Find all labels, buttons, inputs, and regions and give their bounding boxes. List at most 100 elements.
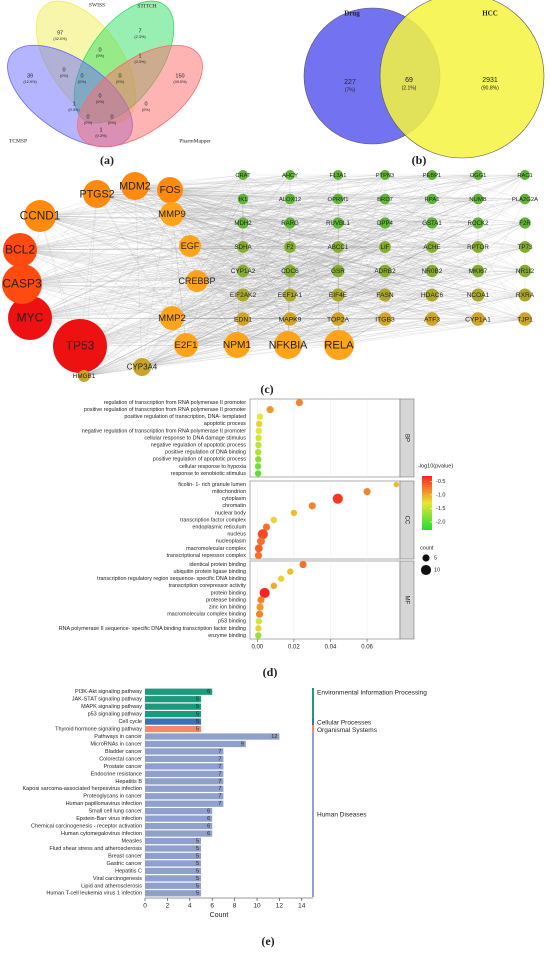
bar (145, 740, 246, 748)
value-label: 6 (207, 809, 210, 815)
edge (29, 280, 198, 319)
node-label: MMP2 (158, 313, 186, 324)
edge (29, 246, 291, 319)
value-label: 7 (218, 801, 221, 807)
group-label: Human Diseases (317, 812, 367, 819)
edge (337, 270, 479, 320)
bubble (393, 481, 400, 488)
node (237, 193, 249, 205)
edge (171, 213, 187, 346)
edge (431, 174, 526, 200)
edge (29, 270, 526, 319)
edge (134, 185, 526, 296)
y-tick-label: apoptotic process (204, 421, 247, 427)
edge (29, 198, 433, 319)
node-label: RELA (324, 339, 354, 351)
edge (141, 270, 244, 368)
edge (134, 185, 526, 248)
edge (236, 270, 433, 346)
edge (29, 246, 339, 319)
edge (169, 189, 433, 272)
size-legend-label: 5 (434, 555, 437, 561)
edge (338, 222, 433, 346)
node (121, 172, 149, 200)
region-percent: (0.3%) (68, 108, 80, 112)
edge (83, 294, 526, 377)
node (332, 217, 344, 229)
y-tick-label: Thyroid hormone signaling pathway (55, 727, 142, 733)
facet-label: MF (403, 596, 409, 605)
node (24, 200, 56, 232)
edge (171, 174, 433, 215)
group-bar (312, 725, 314, 733)
y-tick-label: Cell cycle (118, 719, 142, 725)
node (379, 193, 391, 205)
node-label: F2R (519, 220, 531, 227)
bar (145, 808, 213, 815)
edge (289, 222, 526, 296)
bar (145, 793, 224, 800)
edge (431, 222, 479, 248)
edge (289, 198, 386, 320)
edge (79, 318, 244, 347)
node (331, 264, 345, 278)
edge (287, 174, 526, 346)
edge (21, 246, 433, 285)
edge (29, 270, 291, 319)
edge (96, 193, 433, 248)
edge (242, 270, 291, 320)
x-tick-label: 10 (253, 903, 261, 910)
region-count: 97 (57, 30, 63, 36)
edge (189, 245, 433, 272)
edge (196, 280, 386, 296)
value-label: 5 (196, 697, 199, 703)
y-tick-label: protease binding (206, 597, 246, 603)
node-label: CRAT (235, 173, 251, 179)
x-axis-label: Count (210, 912, 229, 919)
edge (338, 246, 386, 346)
group-label: Organismal Systems (317, 727, 378, 734)
edge (171, 198, 526, 319)
edge (236, 198, 386, 346)
bubble (255, 448, 262, 456)
edge (141, 318, 479, 368)
edge (134, 174, 479, 187)
edge (189, 245, 433, 296)
edge (189, 222, 386, 247)
node (473, 170, 483, 180)
edge (29, 185, 136, 319)
y-tick-label: Hepatitis B (115, 779, 142, 785)
value-label: 6 (207, 831, 210, 837)
edge (29, 294, 479, 319)
edge (79, 174, 479, 347)
edge (39, 215, 526, 296)
edge (169, 189, 433, 248)
y-tick-label: zinc ion binding (209, 605, 246, 611)
edge (134, 185, 173, 319)
edge (196, 174, 433, 282)
node (8, 296, 52, 340)
edge (141, 246, 291, 368)
edge (196, 198, 386, 282)
x-tick-label: 0.00 (251, 645, 263, 651)
edge (19, 174, 479, 251)
node (518, 264, 532, 278)
edge (242, 246, 433, 272)
edge (338, 318, 526, 346)
value-label: 9 (241, 741, 244, 747)
edge (287, 270, 526, 346)
y-tick-label: Human papillomavirus infection (66, 801, 142, 807)
y-tick-label: Human T-cell leukemia virus 1 infection (46, 891, 142, 897)
edge (83, 174, 244, 377)
edge (171, 246, 291, 319)
edge (29, 294, 244, 319)
node-label: TP53 (66, 339, 95, 353)
y-tick-label: positive regulation of apoptotic process (153, 457, 246, 463)
bar (145, 800, 224, 807)
edge (79, 198, 479, 347)
bubble (257, 529, 268, 540)
bar (145, 755, 224, 763)
node-label: NUMB (469, 197, 486, 203)
bubble (254, 544, 263, 553)
edge (134, 185, 198, 282)
